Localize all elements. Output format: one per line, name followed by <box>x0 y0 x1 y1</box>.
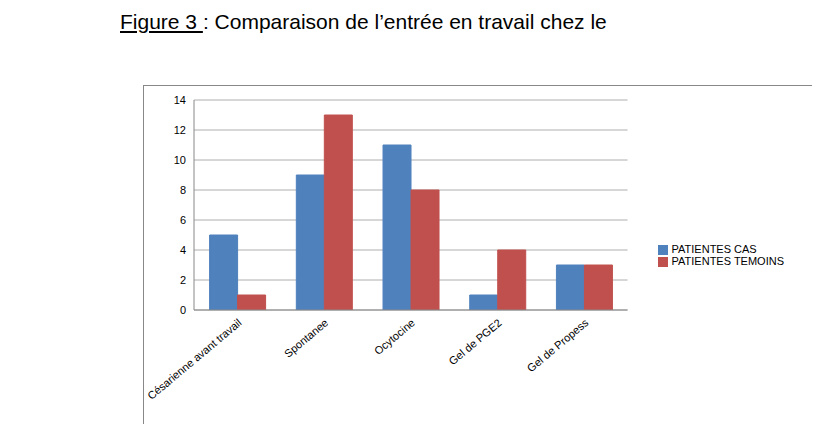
svg-text:8: 8 <box>180 184 186 196</box>
svg-text:10: 10 <box>174 154 186 166</box>
svg-text:4: 4 <box>180 244 186 256</box>
svg-text:Gel de Propess: Gel de Propess <box>525 316 591 374</box>
html-text:Figure 3: Comparaison de l’ent: Figure 3: Comparaison de l’entrée en tra… <box>120 10 607 33</box>
svg-text:2: 2 <box>180 274 186 286</box>
html-text:PATIENTES TEMOINS: PATIENTES TEMOINS <box>671 255 784 267</box>
svg-text:0: 0 <box>180 304 186 316</box>
svg-text:Césarienne avant travail: Césarienne avant travail <box>145 316 244 401</box>
svg-text:Gel de PGE2: Gel de PGE2 <box>446 316 503 367</box>
svg-text:Spontanee: Spontanee <box>282 316 330 359</box>
svg-text:14: 14 <box>174 94 186 106</box>
html-text:PATIENTES CAS: PATIENTES CAS <box>671 242 757 255</box>
svg-text:6: 6 <box>180 214 186 226</box>
svg-text:Ocytocine: Ocytocine <box>372 316 417 357</box>
svg-text:12: 12 <box>174 124 186 136</box>
